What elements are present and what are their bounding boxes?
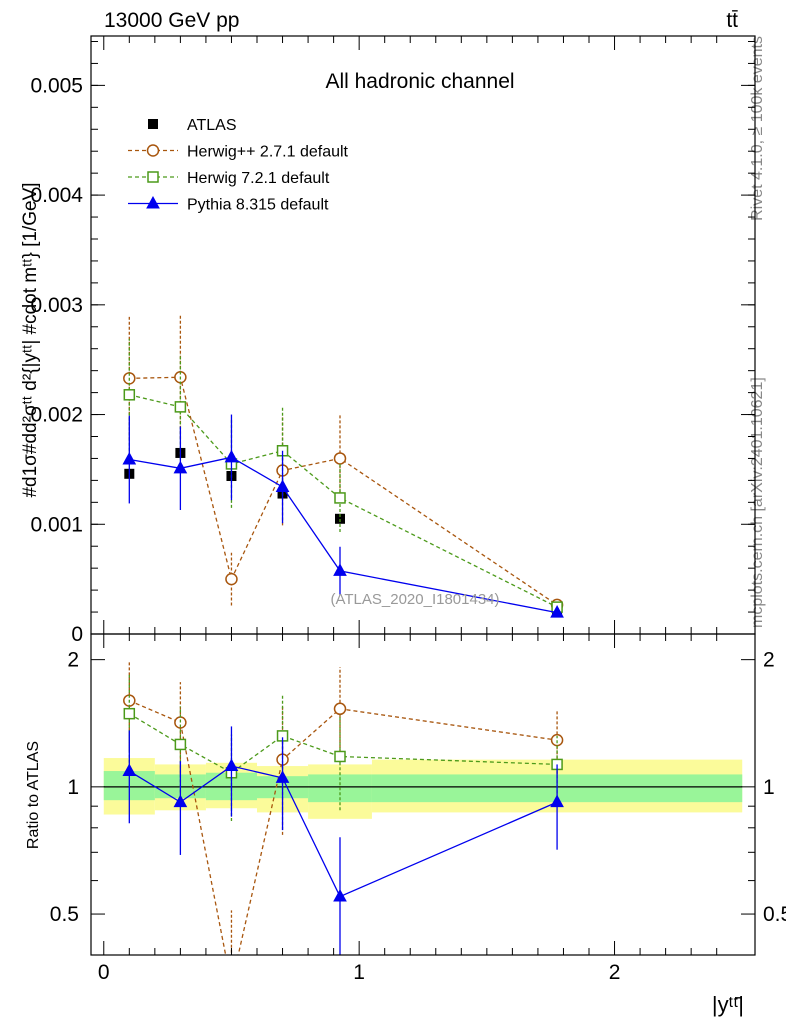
ratio-series-herwig-2-7-1-default xyxy=(123,661,564,990)
ratio-data-point xyxy=(173,794,188,808)
data-point xyxy=(550,605,564,618)
legend-marker xyxy=(146,195,160,209)
main-y-tick-label: 0.003 xyxy=(30,294,83,317)
series-pythia-8-315-default xyxy=(122,414,564,618)
series-line xyxy=(129,376,558,606)
ratio-y-tick-label: 1 xyxy=(67,776,79,799)
x-tick-label: 0 xyxy=(98,961,110,984)
main-y-tick-label: 0.005 xyxy=(30,74,83,97)
ratio-series-line xyxy=(128,713,558,774)
x-tick-label: 1 xyxy=(353,961,365,984)
ratio-data-point xyxy=(174,738,187,751)
data-point xyxy=(224,449,239,463)
x-tick-label: 2 xyxy=(609,961,621,984)
ratio-data-point xyxy=(334,750,346,763)
data-point xyxy=(333,452,347,465)
legend-marker xyxy=(147,171,159,183)
data-point xyxy=(275,479,290,492)
main-panel: 0 0.001 0.002 0.003 0.004 0.005 All hadronic … xyxy=(20,35,756,646)
data-point xyxy=(333,563,347,576)
main-y-tick-label: 0 xyxy=(71,623,83,646)
data-point xyxy=(123,389,136,401)
data-point xyxy=(334,492,346,504)
ratio-y-tick-label-right: 1 xyxy=(763,776,775,799)
ratio-data-point xyxy=(224,758,239,772)
legend-label: Pythia 8.315 default xyxy=(187,197,329,214)
legend-item-pythia-8-315-default: Pythia 8.315 default xyxy=(128,195,329,214)
ratio-series-line xyxy=(129,700,558,955)
ratio-y-tick-label: 2 xyxy=(67,649,79,672)
main-y-tick-label: 0.001 xyxy=(30,513,83,536)
ratio-data-point xyxy=(333,889,347,902)
ratio-y-axis-label: Ratio to ATLAS xyxy=(25,741,42,849)
ratio-y-tick-label-right: 2 xyxy=(763,649,775,672)
data-point xyxy=(335,513,345,524)
rivet-version-label: Rivet 4.1.0, ≥ 100k events xyxy=(749,36,766,221)
ratio-y-tick-label-right: 0.5 xyxy=(763,903,786,926)
collision-energy-label: 13000 GeV pp xyxy=(104,9,239,32)
legend-label: ATLAS xyxy=(187,117,237,134)
legend-item-herwig-2-7-1-default: Herwig++ 2.7.1 default xyxy=(128,144,349,161)
main-y-axis-label: #d1σ#dd²σᵗᵗ d²{|yᵗᵗ| #cdot mᵗᵗ} [1/GeV] xyxy=(20,182,41,497)
main-y-tick-label: 0.002 xyxy=(30,404,83,427)
ratio-data-point xyxy=(226,979,237,990)
x-axis-label: |yᵗᵗ̄| xyxy=(712,992,744,1017)
data-point xyxy=(122,451,137,465)
series-herwig-2-7-1-default xyxy=(123,315,564,612)
data-point xyxy=(225,572,238,586)
ratio-y-tick-label: 0.5 xyxy=(50,903,79,926)
legend-marker xyxy=(148,119,158,129)
series-line xyxy=(129,394,558,608)
legend-marker xyxy=(146,144,160,157)
ratio-panel: 0.5 0.5 1 1 2 2 0 1 2 Ratio to ATLAS |yᵗᵗ̄| xyxy=(25,633,786,1017)
legend-label: Herwig++ 2.7.1 default xyxy=(187,144,349,161)
legend-label: Herwig 7.2.1 default xyxy=(187,170,330,187)
ratio-panel-frame xyxy=(90,633,756,956)
process-label: tt̄ xyxy=(726,9,738,32)
analysis-watermark: (ATLAS_2020_I1801434) xyxy=(330,591,499,608)
data-point xyxy=(173,460,188,474)
series-herwig-7-2-1-default xyxy=(123,338,563,613)
ratio-data-point xyxy=(123,707,136,720)
series-line xyxy=(129,456,558,614)
legend-item-atlas: ATLAS xyxy=(148,117,237,134)
ratio-data-point xyxy=(122,763,137,777)
ratio-data-point xyxy=(333,702,347,716)
legend-item-herwig-7-2-1-default: Herwig 7.2.1 default xyxy=(128,170,330,187)
ratio-data-point xyxy=(275,770,290,783)
mcplots-label: mcplots.cern.ch [arXiv:2401.10621] xyxy=(749,377,766,628)
legend: ATLAS Herwig++ 2.7.1 default Herwig 7.2.1 … xyxy=(128,117,349,214)
main-title: All hadronic channel xyxy=(325,70,514,93)
ratio-data-point xyxy=(550,794,564,808)
ratio-series-pythia-8-315-default xyxy=(122,726,564,955)
ratio-series-line xyxy=(128,765,558,898)
main-y-tick-label: 0.004 xyxy=(30,184,83,207)
data-point xyxy=(174,401,187,413)
